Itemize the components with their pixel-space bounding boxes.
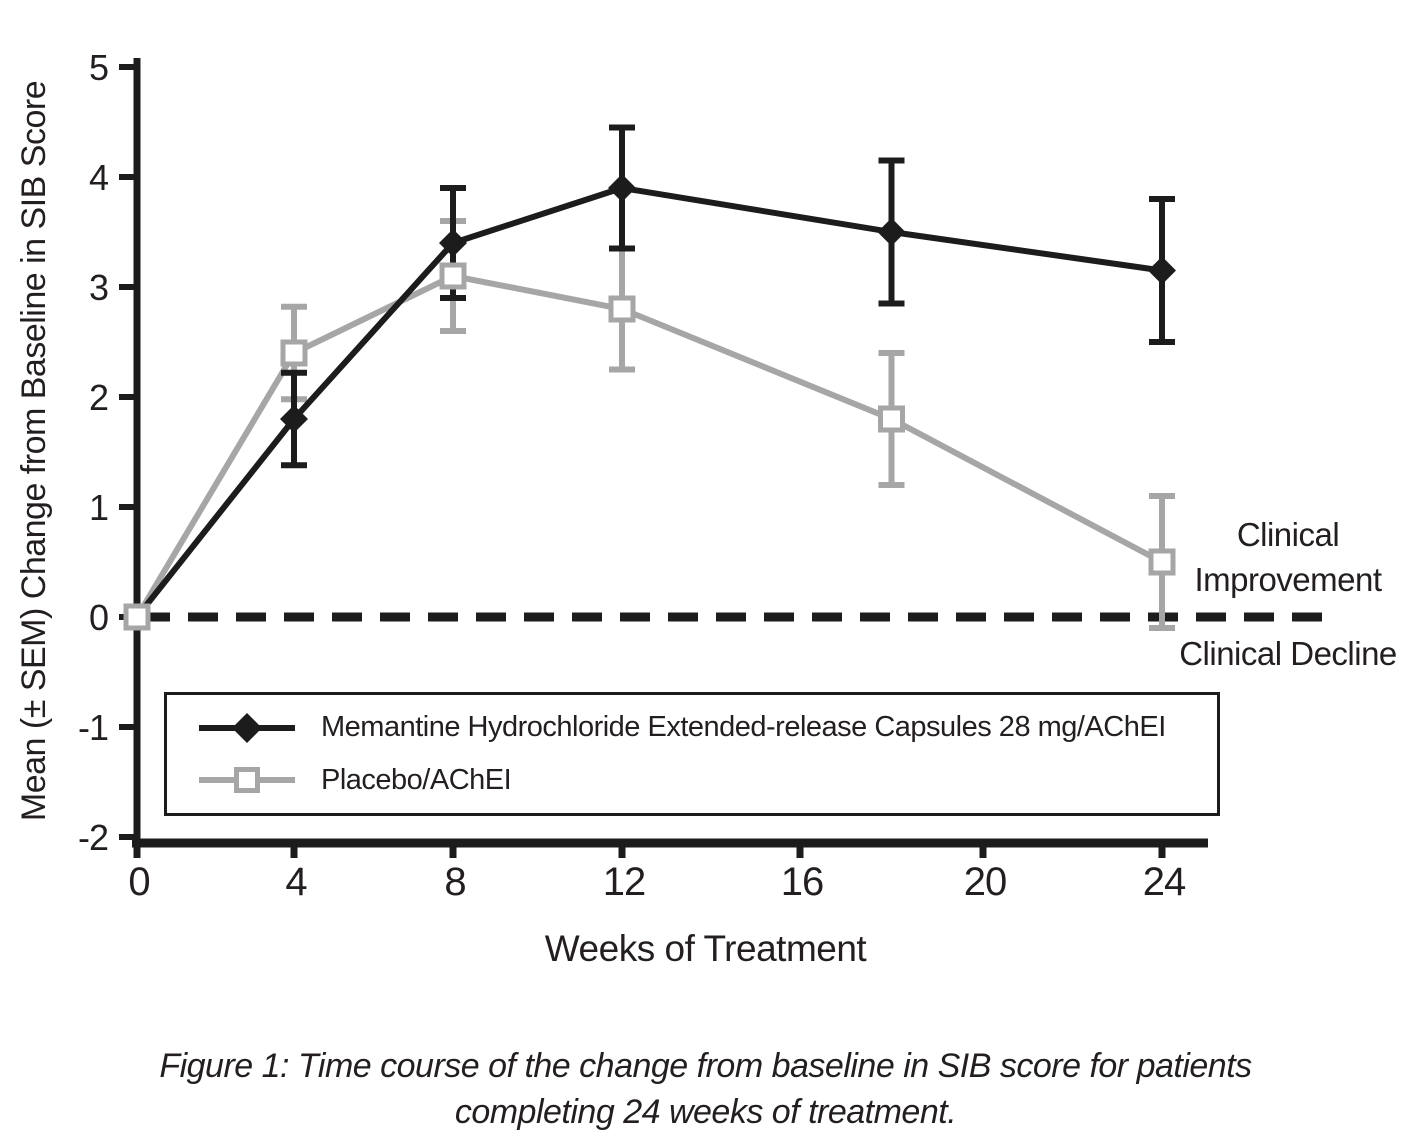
svg-text:1: 1 bbox=[89, 487, 108, 528]
svg-text:8: 8 bbox=[444, 860, 465, 904]
figure-caption: Figure 1: Time course of the change from… bbox=[0, 1043, 1411, 1135]
clinical-decline-annotation: Clinical Decline bbox=[1179, 635, 1397, 672]
open-square-marker-icon bbox=[199, 767, 295, 794]
svg-text:12: 12 bbox=[603, 860, 646, 904]
svg-text:0: 0 bbox=[89, 597, 108, 638]
svg-text:-2: -2 bbox=[78, 817, 108, 858]
clinical-improvement-line2: Improvement bbox=[1194, 561, 1382, 598]
clinical-improvement-annotation: Clinical Improvement bbox=[1163, 512, 1411, 602]
figure-caption-line1: Figure 1: Time course of the change from… bbox=[159, 1047, 1252, 1085]
svg-text:0: 0 bbox=[128, 860, 149, 904]
svg-text:24: 24 bbox=[1143, 860, 1186, 904]
legend: Memantine Hydrochloride Extended-release… bbox=[164, 692, 1220, 816]
svg-text:-1: -1 bbox=[78, 707, 108, 748]
legend-label-placebo: Placebo/AChEI bbox=[321, 763, 512, 796]
svg-text:4: 4 bbox=[89, 157, 108, 198]
legend-item-memantine: Memantine Hydrochloride Extended-release… bbox=[195, 708, 1217, 748]
filled-diamond-marker-icon bbox=[199, 712, 295, 743]
clinical-improvement-line1: Clinical bbox=[1236, 516, 1340, 553]
svg-text:2: 2 bbox=[89, 377, 108, 418]
y-axis-label: Mean (± SEM) Change from Baseline in SIB… bbox=[15, 80, 53, 822]
svg-text:16: 16 bbox=[781, 860, 824, 904]
figure-caption-line2: completing 24 weeks of treatment. bbox=[454, 1093, 957, 1131]
svg-text:4: 4 bbox=[285, 860, 307, 904]
svg-text:5: 5 bbox=[89, 47, 108, 88]
legend-label-memantine: Memantine Hydrochloride Extended-release… bbox=[321, 711, 1166, 744]
legend-item-placebo: Placebo/AChEI bbox=[195, 760, 1217, 800]
svg-text:3: 3 bbox=[89, 267, 108, 308]
svg-text:20: 20 bbox=[964, 860, 1007, 904]
x-axis-label: Weeks of Treatment bbox=[544, 928, 867, 969]
